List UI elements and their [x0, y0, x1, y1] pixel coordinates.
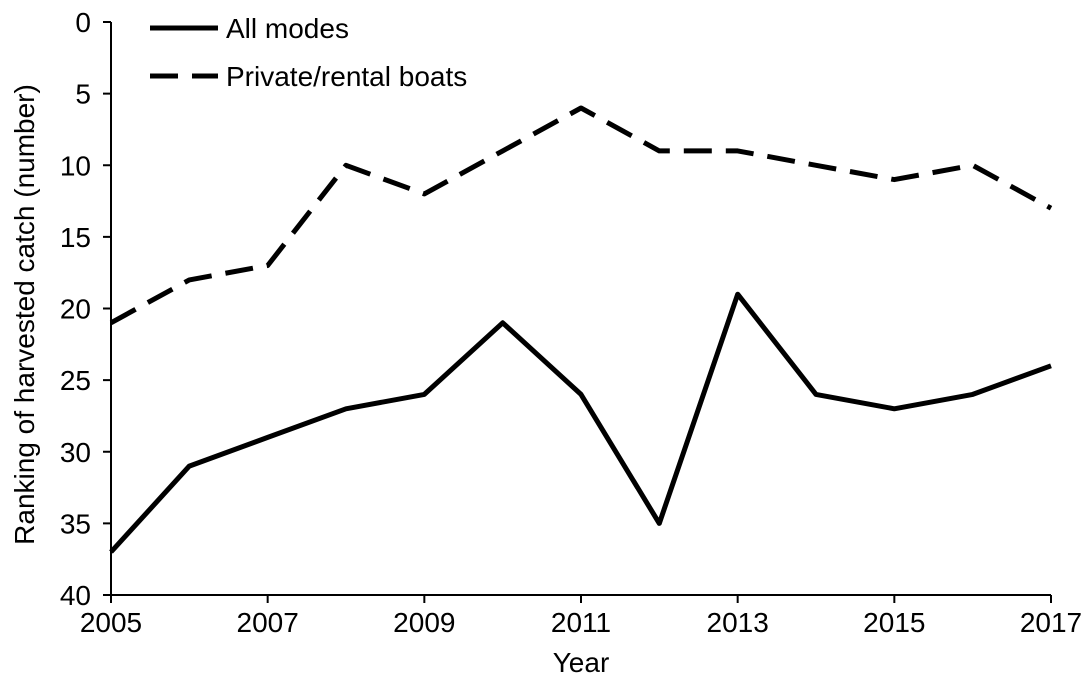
x-tick-label: 2009 [393, 607, 455, 638]
y-tick-label: 35 [60, 508, 91, 539]
y-axis-title: Ranking of harvested catch (number) [9, 84, 40, 545]
y-tick-label: 40 [60, 580, 91, 611]
legend-label: Private/rental boats [226, 61, 467, 92]
x-tick-label: 2007 [237, 607, 299, 638]
y-tick-label: 10 [60, 150, 91, 181]
x-tick-label: 2013 [707, 607, 769, 638]
legend: All modes Private/rental boats [150, 13, 467, 92]
series-layer [109, 105, 1053, 554]
series-line-private-rental-boats [109, 105, 1053, 325]
y-tick-label: 15 [60, 222, 91, 253]
y-tick-label: 20 [60, 294, 91, 325]
y-tick-label: 30 [60, 437, 91, 468]
y-tick-label: 5 [75, 79, 91, 110]
x-tick-label: 2015 [863, 607, 925, 638]
x-tick-label: 2005 [80, 607, 142, 638]
series-line-all-modes [109, 291, 1052, 554]
legend-label: All modes [226, 13, 349, 44]
x-tick-label: 2017 [1020, 607, 1082, 638]
y-ticks: 0 5 10 15 20 25 30 35 40 [60, 7, 111, 611]
x-tick-label: 2011 [551, 607, 611, 638]
x-ticks: 2005 2007 2009 2011 2013 2015 2017 [80, 595, 1082, 638]
x-axis-title: Year [553, 647, 610, 678]
y-tick-label: 25 [60, 365, 91, 396]
y-tick-label: 0 [75, 7, 91, 38]
